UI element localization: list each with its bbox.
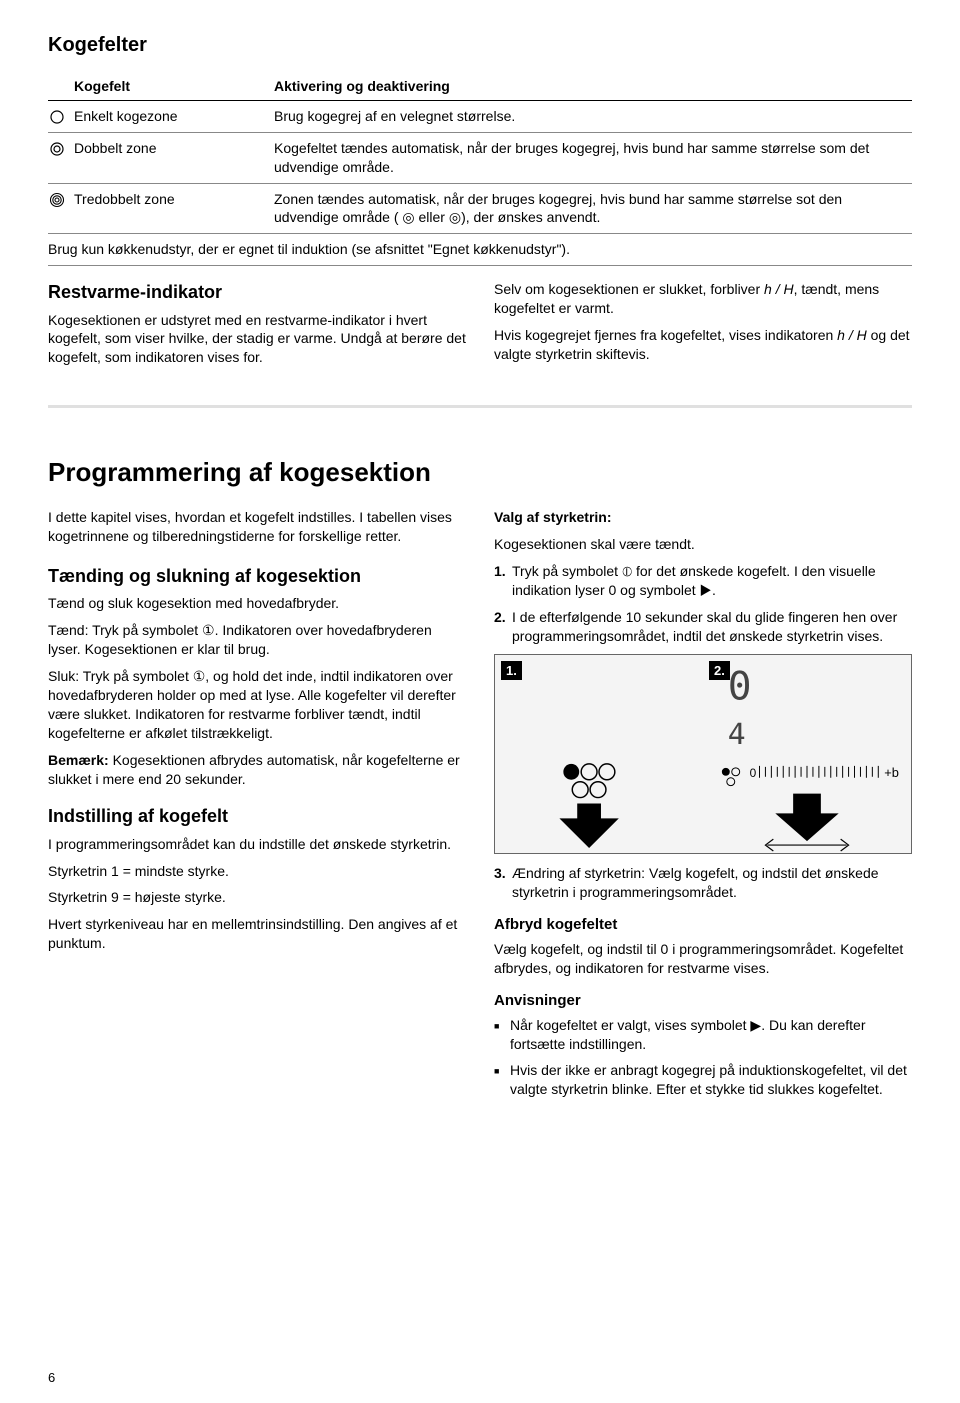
control-figure: 1. 2. 0 4 [494, 654, 912, 854]
section-title-programmering: Programmering af kogesektion [48, 455, 912, 490]
figure-panel-1-svg [495, 655, 703, 853]
indstilling-p1: I programmeringsområdet kan du indstille… [48, 835, 466, 854]
figure-label-1: 1. [501, 661, 522, 681]
taending-p2: Tænd: Tryk på symbolet ①. Indikatoren ov… [48, 621, 466, 659]
zones-table: Kogefelt Aktivering og deaktivering Enke… [48, 73, 912, 266]
figure-label-2: 2. [709, 661, 730, 681]
taending-title: Tænding og slukning af kogesektion [48, 564, 466, 588]
taending-p1: Tænd og sluk kogesektion med hovedafbryd… [48, 594, 466, 613]
table-header-kogefelt: Kogefelt [74, 73, 274, 100]
step-2: I de efterfølgende 10 sekunder skal du g… [494, 608, 912, 646]
step-3: Ændring af styrketrin: Vælg kogefelt, og… [494, 864, 912, 902]
valg-title: Valg af styrketrin: [494, 508, 912, 527]
figure-panel-2-svg: 0 4 0 [703, 655, 911, 853]
table-cell-name: Enkelt kogezone [74, 100, 274, 132]
afbryd-title: Afbryd kogefeltet [494, 915, 912, 935]
indstilling-p3: Styrketrin 9 = højeste styrke. [48, 888, 466, 907]
table-cell-desc: Brug kogegrej af en velegnet størrelse. [274, 100, 912, 132]
anvisning-2: Hvis der ikke er anbragt kogegrej på ind… [494, 1061, 912, 1099]
table-cell-desc: Kogefeltet tændes automatisk, når der br… [274, 132, 912, 183]
restvarme-right-2: Hvis kogegrejet fjernes fra kogefeltet, … [494, 326, 912, 364]
double-zone-icon [48, 132, 74, 183]
valg-p1: Kogesektionen skal være tændt. [494, 535, 912, 554]
anvisninger-title: Anvisninger [494, 991, 912, 1011]
indstilling-p2: Styrketrin 1 = mindste styrke. [48, 862, 466, 881]
restvarme-right-1: Selv om kogesektionen er slukket, forbli… [494, 280, 912, 318]
svg-text:0: 0 [750, 765, 757, 779]
triple-zone-icon [48, 183, 74, 234]
svg-text:+b: +b [884, 764, 899, 779]
table-cell-name: Tredobbelt zone [74, 183, 274, 234]
restvarme-left: Kogesektionen er udstyret med en restvar… [48, 311, 466, 368]
page-number: 6 [48, 1369, 55, 1387]
digit-0: 0 [728, 663, 752, 709]
table-note: Brug kun køkkenudstyr, der er egnet til … [48, 234, 912, 266]
taending-p3: Sluk: Tryk på symbolet ①, og hold det in… [48, 667, 466, 743]
indstilling-title: Indstilling af kogefelt [48, 804, 466, 828]
anvisning-1: Når kogefeltet er valgt, vises symbolet … [494, 1016, 912, 1054]
single-zone-icon [48, 100, 74, 132]
restvarme-title: Restvarme-indikator [48, 280, 466, 304]
afbryd-p: Vælg kogefelt, og indstil til 0 i progra… [494, 940, 912, 978]
table-header-aktivering: Aktivering og deaktivering [274, 73, 912, 100]
table-cell-desc: Zonen tændes automatisk, når der bruges … [274, 183, 912, 234]
indstilling-p4: Hvert styrkeniveau har en mellemtrinsind… [48, 915, 466, 953]
table-cell-name: Dobbelt zone [74, 132, 274, 183]
digit-4: 4 [728, 717, 746, 752]
prog-intro: I dette kapitel vises, hvordan et kogefe… [48, 508, 466, 546]
step-1: Tryk på symbolet ⦶ for det ønskede kogef… [494, 562, 912, 600]
section-title-kogefelter: Kogefelter [48, 32, 912, 59]
taending-bemaerk: Bemærk: Kogesektionen afbrydes automatis… [48, 751, 466, 789]
